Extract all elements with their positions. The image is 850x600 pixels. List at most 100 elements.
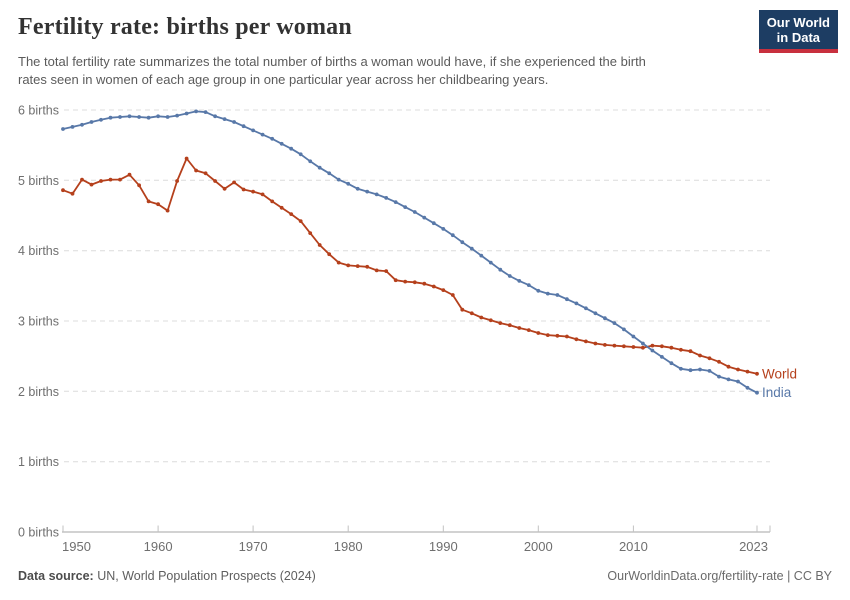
world-data-point [251,189,256,194]
world-data-point [612,343,617,348]
chart-footer: Data source: UN, World Population Prospe… [18,569,832,583]
world-data-point [194,168,199,173]
world-data-point [279,205,284,210]
india-data-point [717,374,721,379]
india-data-point [327,171,332,176]
india-series-label[interactable]: India [762,385,792,400]
credit-link[interactable]: OurWorldinData.org/fertility-rate | CC B… [607,569,832,583]
world-data-point [213,179,218,183]
page-title: Fertility rate: births per woman [18,14,352,40]
india-data-point [469,246,474,251]
chart-subtitle-line-2: rates seen in women of each age group in… [18,72,549,87]
india-data-point [355,186,360,191]
india-data-point [118,115,122,119]
world-data-point [498,321,503,325]
world-data-point [650,343,655,348]
x-tick-label: 1970 [239,539,268,554]
world-data-point [346,263,351,268]
world-data-point [507,323,512,328]
india-data-point [536,288,541,293]
india-data-point [175,113,180,118]
world-data-point [403,279,408,284]
y-tick-label: 3 births [18,315,59,329]
world-data-point [365,264,370,269]
india-data-point [593,311,598,316]
y-tick-label: 0 births [18,526,59,540]
india-data-point [346,181,351,186]
india-data-point [507,274,512,278]
world-data-point [70,191,75,196]
india-data-point [450,233,455,238]
x-tick-label: 1960 [144,539,173,554]
world-data-point [479,315,484,320]
y-tick-label: 1 births [18,455,59,469]
india-data-point [603,316,607,321]
world-data-point [61,188,65,193]
world-data-point [441,288,446,292]
world-data-point [526,328,531,332]
india-data-point [555,293,560,297]
india-data-point [184,111,189,116]
india-data-point [517,279,522,283]
india-data-point [232,120,237,124]
india-data-point [650,348,655,353]
india-data-point [298,152,303,157]
world-series[interactable]: World [61,156,797,382]
india-data-point [660,355,664,359]
world-data-point [593,341,598,346]
y-tick-label: 6 births [18,104,59,118]
world-data-point [127,172,132,177]
india-data-point [412,210,417,214]
x-tick-label: 1990 [429,539,458,554]
world-data-point [584,339,588,344]
india-data-point [403,205,408,210]
world-data-point [108,177,113,182]
world-line[interactable] [62,157,758,375]
y-tick-label: 4 births [18,244,59,258]
data-source-text: UN, World Population Prospects (2024) [93,569,316,583]
world-data-point [384,269,389,273]
world-data-point [736,367,740,372]
world-data-point [317,243,322,247]
india-data-point [498,267,503,272]
india-data-point [374,192,379,197]
india-data-point [431,221,436,226]
owid-logo[interactable]: Our World in Data [758,10,838,53]
world-data-point [660,344,664,349]
world-data-point [555,333,560,338]
india-data-point [222,117,227,121]
world-series-label[interactable]: World [762,366,797,381]
india-data-point [270,136,275,141]
india-data-point [460,240,465,245]
world-data-point [289,212,294,217]
india-data-point [745,385,750,390]
india-data-point [526,283,531,287]
world-data-point [536,331,541,335]
x-tick-label: 2000 [524,539,553,554]
india-data-point [365,189,370,194]
india-series[interactable]: India [61,109,792,401]
india-data-point [441,227,446,231]
world-data-point [393,278,398,283]
india-data-point [156,114,161,119]
india-data-point [289,146,294,151]
india-data-point [203,110,208,114]
india-data-point [726,377,731,382]
india-data-point [422,215,427,220]
world-data-point [631,345,636,349]
world-data-point [184,156,189,161]
india-data-point [584,306,588,311]
world-data-point [688,349,693,354]
world-data-point [641,345,645,350]
owid-logo-line-1: Our World [766,15,830,30]
world-data-point [622,344,626,349]
world-data-point [450,293,455,297]
india-data-point [755,390,759,395]
world-data-point [308,231,313,236]
india-data-point [213,114,218,119]
india-data-point [260,132,265,137]
india-data-point [165,115,170,119]
world-data-point [469,311,474,316]
world-data-point [517,326,522,330]
world-data-point [89,182,94,187]
